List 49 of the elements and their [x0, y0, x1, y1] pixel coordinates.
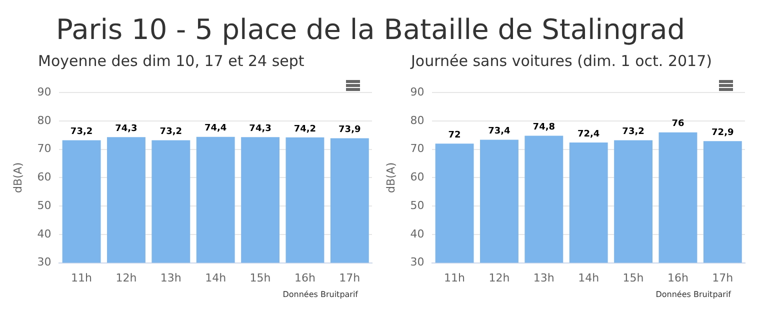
data-label: 74,2	[294, 124, 316, 134]
data-label: 73,4	[488, 126, 510, 137]
x-tick-label: 13h	[533, 271, 554, 284]
x-tick-label: 17h	[712, 271, 734, 284]
data-label: 74,8	[532, 122, 556, 133]
data-label: 72,4	[577, 129, 600, 140]
data-label: 74,3	[115, 124, 138, 134]
chart-title: Paris 10 - 5 place de la Bataille de Stalingrad	[54, 12, 686, 48]
x-tick-label: 14h	[578, 271, 600, 284]
y-tick-label: 50	[37, 198, 52, 212]
y-tick-label: 80	[410, 114, 424, 127]
data-label: 73,2	[160, 127, 182, 138]
text: Données Bruitparif	[282, 290, 358, 299]
x-tick-label: 11h	[444, 271, 466, 284]
data-label: 73,9	[338, 125, 361, 136]
chart-subtitle: Journée sans voitures (dim. 1 oct. 2017)	[409, 52, 713, 72]
y-tick-label: 90	[37, 85, 52, 98]
y-tick-label: 40	[37, 227, 52, 240]
y-tick-label: 60	[410, 170, 424, 184]
y-tick-label: 50	[410, 198, 424, 212]
y-tick-label: 90	[410, 85, 424, 98]
x-tick-label: 14h	[205, 271, 226, 284]
y-tick-label: 60	[37, 170, 52, 184]
y-tick-label: 40	[410, 227, 424, 240]
data-label: 74,3	[249, 124, 272, 134]
y-tick-label: 30	[410, 256, 424, 269]
x-tick-label: 16h	[294, 271, 316, 284]
x-tick-label: 12h	[488, 271, 510, 284]
x-tick-label: 15h	[250, 271, 271, 284]
x-tick-label: 17h	[339, 271, 360, 284]
data-label: 73,2	[622, 127, 644, 138]
data-label: 72,9	[712, 128, 734, 138]
data-label: 72	[448, 130, 461, 141]
y-tick-label: 70	[37, 142, 52, 156]
x-tick-label: 13h	[160, 271, 182, 284]
chart-subtitle: Moyenne des dim 10, 17 et 24 sept	[37, 52, 306, 72]
data-label: 74,4	[204, 124, 227, 134]
text: Données Bruitparif	[656, 290, 731, 299]
y-tick-label: 80	[37, 114, 52, 127]
x-tick-label: 12h	[116, 271, 137, 284]
y-tick-label: 70	[410, 142, 424, 156]
y-tick-label: 30	[37, 256, 52, 269]
data-label: 73,2	[70, 127, 93, 138]
y-axis-title: dB(A)	[11, 162, 24, 194]
data-label: 76	[672, 119, 684, 130]
y-axis-title: dB(A)	[384, 162, 398, 194]
x-tick-label: 15h	[622, 271, 644, 284]
x-tick-label: 16h	[667, 271, 688, 284]
x-tick-label: 11h	[71, 271, 92, 284]
